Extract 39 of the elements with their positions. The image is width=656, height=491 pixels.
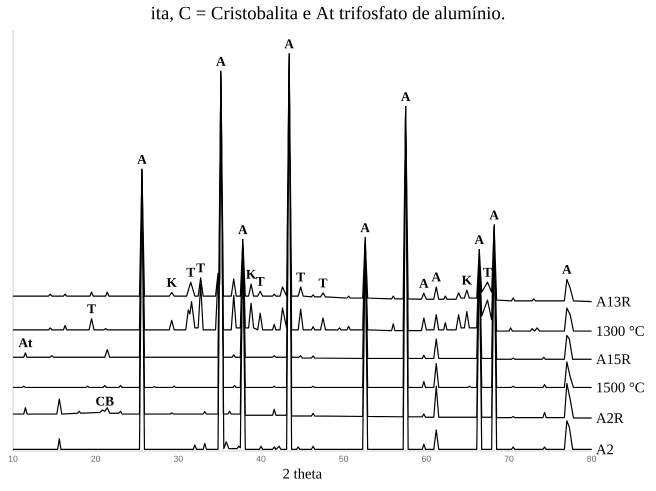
series-label: A13R — [596, 296, 631, 307]
annotation: T — [318, 278, 328, 288]
annotation: A — [360, 223, 370, 232]
annotation: A — [400, 92, 410, 102]
series-label: A2R — [596, 413, 624, 423]
x-tick-label: 30 — [174, 456, 183, 462]
annotation: T — [196, 263, 205, 272]
series-label: 1500 °C — [597, 382, 644, 392]
annotation: CB — [96, 396, 114, 406]
series-label: A15R — [596, 354, 631, 364]
x-tick-label: 40 — [256, 456, 266, 462]
x-tick-label: 20 — [91, 456, 100, 462]
annotation: A — [432, 272, 441, 282]
annotation: K — [246, 270, 256, 279]
chart-title: ita, C = Cristobalita e At trifosfato de alumínio. — [151, 6, 504, 22]
x-tick-label: 70 — [504, 456, 514, 462]
annotation: K — [462, 276, 472, 285]
annotation: T — [296, 272, 305, 282]
x-tick-label: 80 — [587, 456, 596, 462]
annotation: A — [238, 225, 248, 234]
annotation: T — [186, 268, 195, 277]
annotation: T — [256, 276, 264, 286]
annotation: A — [474, 235, 484, 244]
annotation: A — [137, 154, 147, 164]
annotation: A — [284, 39, 294, 48]
annotation: A — [216, 56, 226, 66]
annotation: T — [87, 304, 96, 314]
x-axis-title: 2 theta — [283, 468, 322, 479]
x-tick-label: 50 — [339, 456, 348, 462]
annotation: At — [18, 338, 32, 348]
annotation: T — [483, 268, 492, 277]
x-tick-label: 60 — [422, 456, 431, 462]
annotation: A — [489, 210, 499, 220]
series-label: 1300 °C — [597, 326, 644, 336]
series-label: A2 — [596, 444, 614, 454]
annotation: K — [166, 278, 177, 287]
annotation: A — [562, 265, 572, 274]
annotation: A — [419, 278, 429, 288]
x-tick-label: 10 — [8, 456, 18, 462]
